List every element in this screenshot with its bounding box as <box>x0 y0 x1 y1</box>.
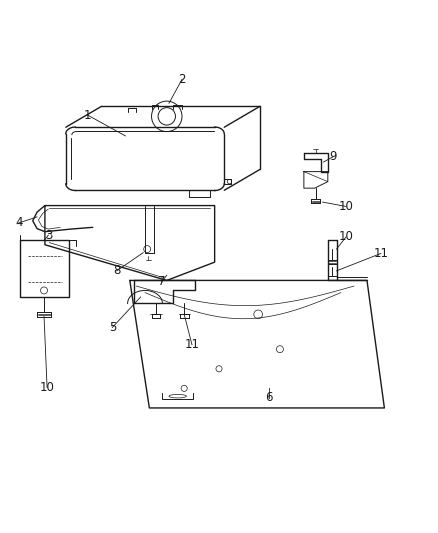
Text: 5: 5 <box>109 321 116 334</box>
Text: 8: 8 <box>113 264 120 277</box>
Text: 10: 10 <box>40 381 54 394</box>
Text: 9: 9 <box>329 150 337 163</box>
Text: 11: 11 <box>374 247 389 260</box>
Text: 2: 2 <box>178 73 186 86</box>
Text: 3: 3 <box>45 229 52 241</box>
Text: 11: 11 <box>184 338 200 351</box>
Text: 10: 10 <box>339 230 353 244</box>
Text: 4: 4 <box>15 216 22 230</box>
Text: 6: 6 <box>265 391 273 405</box>
Text: 7: 7 <box>158 275 165 288</box>
Text: 1: 1 <box>84 109 91 122</box>
Text: 10: 10 <box>339 200 353 213</box>
